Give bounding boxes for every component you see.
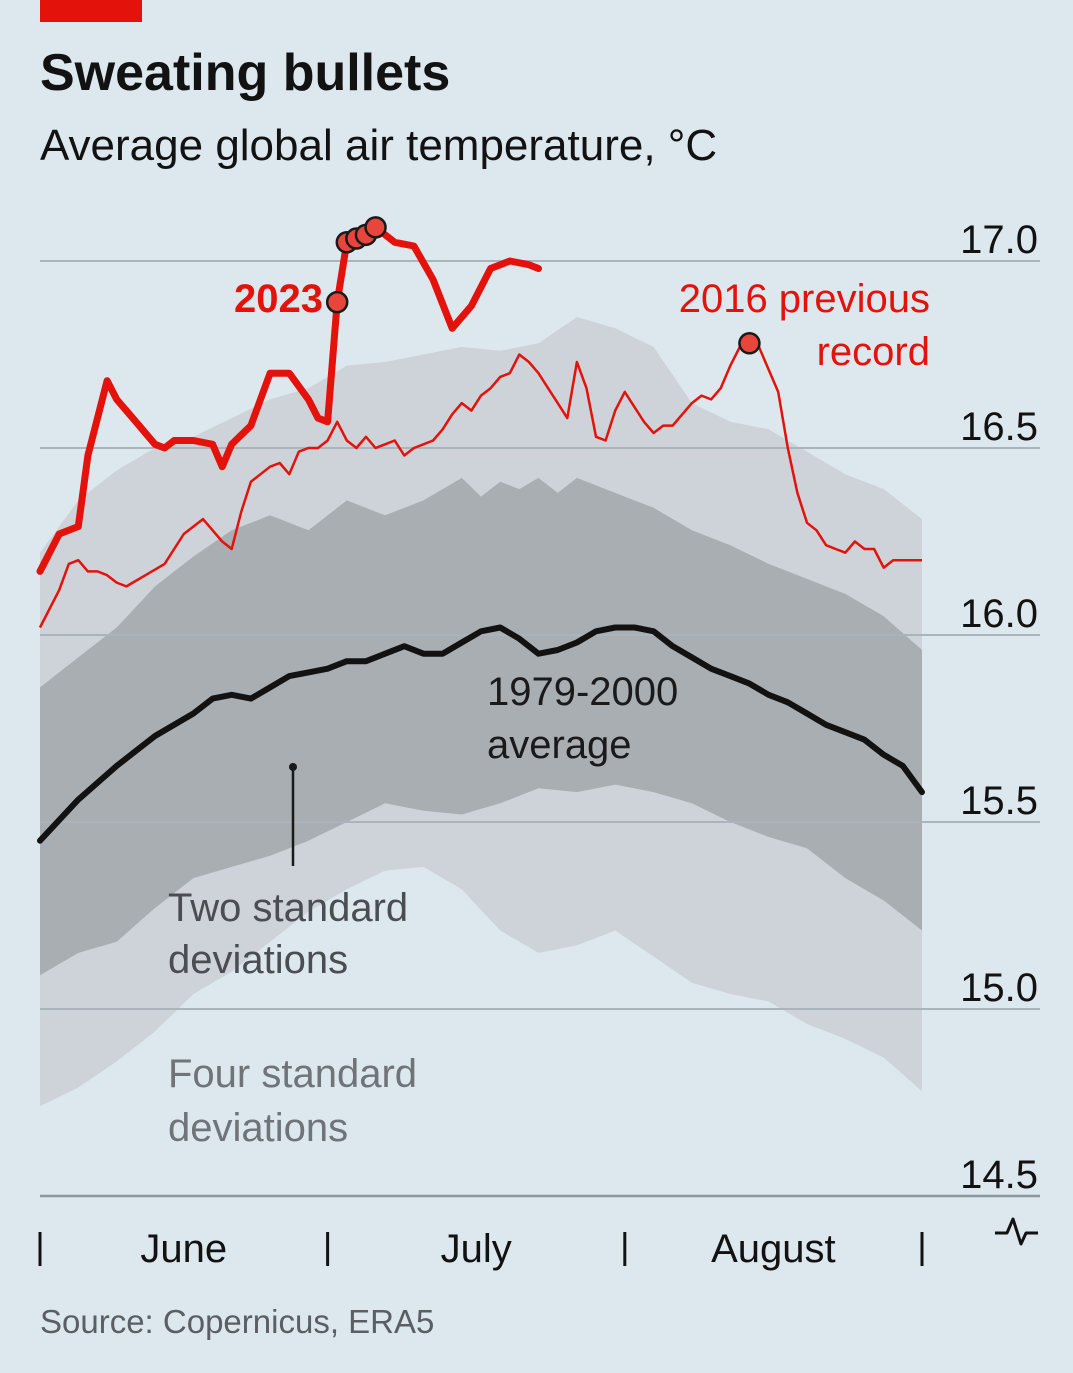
label-2023: 2023 bbox=[234, 277, 323, 321]
x-month-label: August bbox=[711, 1227, 836, 1271]
label-two-sd-line1: Two standard bbox=[168, 886, 408, 930]
y-tick-label: 14.5 bbox=[960, 1153, 1038, 1197]
record-marker-2023 bbox=[364, 216, 387, 239]
y-tick-label: 15.5 bbox=[960, 779, 1038, 823]
label-2016-line1: 2016 previous bbox=[679, 277, 930, 321]
x-month-label: June bbox=[140, 1227, 227, 1271]
record-marker-2023 bbox=[325, 290, 349, 314]
chart-title: Sweating bullets bbox=[40, 44, 450, 102]
y-tick-label: 17.0 bbox=[960, 218, 1038, 262]
label-two-sd-line2: deviations bbox=[168, 938, 348, 982]
source-note: Source: Copernicus, ERA5 bbox=[40, 1303, 434, 1340]
label-2016-line2: record bbox=[817, 330, 930, 374]
economist-chart-icon bbox=[995, 1217, 1038, 1246]
brand-tag bbox=[40, 0, 142, 22]
y-tick-label: 15.0 bbox=[960, 966, 1038, 1010]
y-tick-label: 16.0 bbox=[960, 592, 1038, 636]
series-2023-line bbox=[36, 223, 542, 575]
series-2016-line bbox=[38, 342, 922, 629]
label-four-sd-line1: Four standard bbox=[168, 1052, 417, 1096]
x-month-label: July bbox=[441, 1227, 512, 1271]
band-pointer-dot bbox=[289, 763, 297, 771]
record-marker-2016 bbox=[738, 332, 761, 355]
label-four-sd-line2: deviations bbox=[168, 1106, 348, 1150]
band-two-sd bbox=[40, 477, 922, 976]
series-average-line bbox=[37, 624, 925, 844]
chart-subtitle: Average global air temperature, °C bbox=[40, 121, 717, 170]
y-tick-label: 16.5 bbox=[960, 405, 1038, 449]
label-average-line2: average bbox=[487, 723, 632, 767]
label-average-line1: 1979-2000 bbox=[487, 670, 678, 714]
